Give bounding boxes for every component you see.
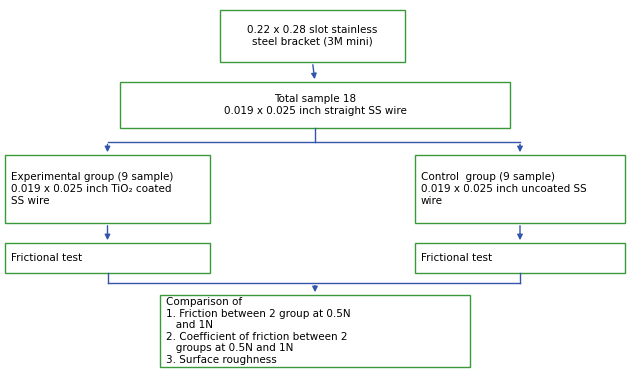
FancyBboxPatch shape	[5, 155, 210, 223]
FancyBboxPatch shape	[120, 82, 510, 128]
Text: Frictional test: Frictional test	[421, 253, 492, 263]
FancyBboxPatch shape	[160, 295, 470, 367]
Text: Total sample 18
0.019 x 0.025 inch straight SS wire: Total sample 18 0.019 x 0.025 inch strai…	[223, 94, 406, 116]
Text: Frictional test: Frictional test	[11, 253, 82, 263]
Text: 0.22 x 0.28 slot stainless
steel bracket (3M mini): 0.22 x 0.28 slot stainless steel bracket…	[248, 25, 378, 47]
FancyBboxPatch shape	[5, 243, 210, 273]
FancyBboxPatch shape	[415, 155, 625, 223]
FancyBboxPatch shape	[415, 243, 625, 273]
Text: Experimental group (9 sample)
0.019 x 0.025 inch TiO₂ coated
SS wire: Experimental group (9 sample) 0.019 x 0.…	[11, 172, 173, 206]
Text: Comparison of
1. Friction between 2 group at 0.5N
   and 1N
2. Coefficient of fr: Comparison of 1. Friction between 2 grou…	[166, 297, 351, 365]
FancyBboxPatch shape	[220, 10, 405, 62]
Text: Control  group (9 sample)
0.019 x 0.025 inch uncoated SS
wire: Control group (9 sample) 0.019 x 0.025 i…	[421, 172, 587, 206]
